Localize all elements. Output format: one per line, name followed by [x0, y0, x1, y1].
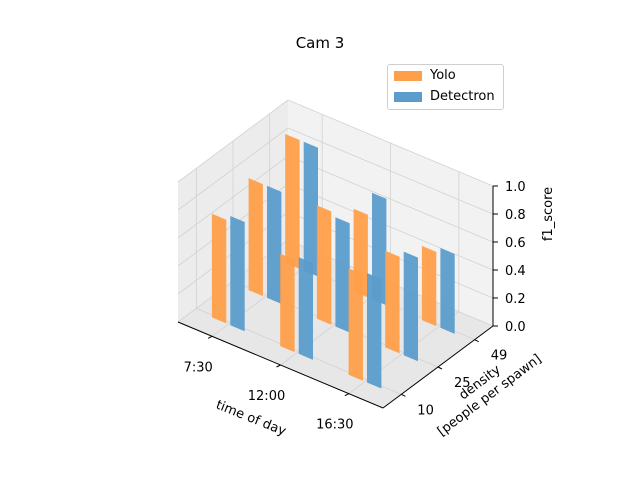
- bar-yolo-730-25: [248, 178, 263, 297]
- legend-label-yolo: Yolo: [430, 68, 456, 83]
- bar-yolo-1200-10: [280, 253, 295, 353]
- bars-group: [211, 134, 455, 389]
- legend-item-detectron: Detectron: [394, 89, 495, 105]
- legend: Yolo Detectron: [387, 64, 504, 110]
- z-tick-label: 0.4: [505, 264, 526, 279]
- bar-detectron-1200-25: [335, 217, 350, 333]
- bar-yolo-730-10: [211, 213, 227, 324]
- y-tick-label: 10: [417, 403, 434, 418]
- x-tick-label: 16:30: [316, 418, 353, 433]
- y-tick-label: 49: [491, 349, 508, 364]
- bar-detectron-730-49: [303, 141, 318, 277]
- bar-yolo-730-49: [285, 134, 300, 269]
- x-tick-label: 7:30: [184, 360, 213, 375]
- y-tick-mark: [401, 393, 406, 397]
- bar-detectron-1630-10: [367, 273, 382, 389]
- x-tick-mark: [276, 364, 281, 368]
- bar-detectron-1630-25: [403, 251, 418, 362]
- grid-line-z-back: [287, 155, 494, 243]
- x-tick-label: 12:00: [248, 389, 285, 404]
- x-tick-mark: [344, 393, 350, 397]
- z-tick-label: 0.6: [505, 236, 526, 251]
- z-axis-label: f1_score: [541, 187, 556, 241]
- grid-line-z-left: [177, 127, 289, 211]
- z-tick-label: 0.0: [505, 320, 526, 335]
- y-axis-label-line: [people per spawn]: [435, 352, 545, 440]
- y-tick-mark: [474, 339, 479, 343]
- y-tick-mark: [437, 366, 443, 370]
- bar-detectron-730-10: [230, 216, 245, 332]
- bar-detectron-1630-49: [440, 248, 455, 334]
- tick-labels: 7:30 12:00 16:30 10 25 49 0.0 0.2 0.4 0.6 0.8 1.0: [184, 180, 526, 433]
- chart-title: Cam 3: [295, 34, 345, 52]
- bar-detectron-730-25: [267, 185, 282, 304]
- grid-line-z-left: [177, 155, 289, 239]
- grid-line-z-back: [287, 127, 494, 215]
- bar-detectron-1200-10: [298, 257, 313, 360]
- legend-swatch-yolo: [394, 70, 422, 81]
- bar-yolo-1630-49: [421, 245, 437, 327]
- bar-yolo-1630-10: [348, 268, 363, 381]
- z-tick-label: 0.8: [505, 208, 526, 223]
- bar-yolo-1200-25: [316, 205, 332, 325]
- legend-item-yolo: Yolo: [394, 68, 456, 84]
- grid-line-z-back: [287, 183, 494, 271]
- legend-swatch-detectron: [394, 91, 422, 102]
- legend-label-detectron: Detectron: [430, 89, 495, 104]
- grid-line-z-back: [287, 99, 494, 187]
- bar-yolo-1630-25: [385, 250, 400, 354]
- x-tick-mark: [207, 335, 213, 339]
- y-tick-label: 25: [454, 376, 471, 391]
- z-tick-label: 1.0: [505, 180, 526, 195]
- z-tick-label: 0.2: [505, 292, 526, 307]
- grid-line-z-left: [177, 99, 289, 183]
